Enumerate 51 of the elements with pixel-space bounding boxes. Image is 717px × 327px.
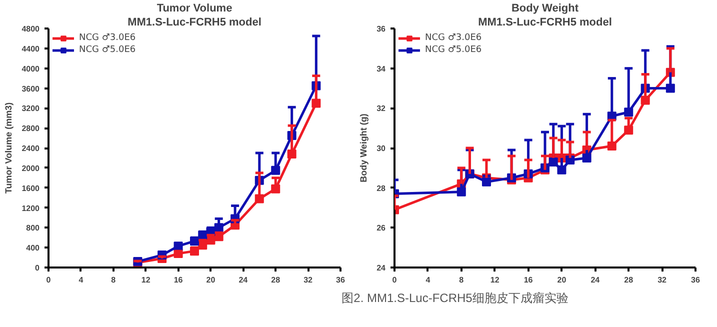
x-tick-label: 24: [590, 276, 600, 284]
x-tick-label: 20: [206, 276, 216, 284]
y-tick-label: 1600: [22, 184, 40, 193]
y-tick-label: 26: [376, 224, 386, 233]
chart-title: Body Weight: [511, 2, 579, 14]
x-tick-label: 24: [238, 276, 248, 284]
y-tick-label: 32: [376, 104, 386, 114]
x-tick-label: 0: [46, 276, 52, 284]
legend-label: NCG ♂5.0E6: [79, 44, 136, 56]
x-tick-label: 12: [490, 276, 500, 284]
chart-subtitle: MM1.S-Luc-FCRH5 model: [128, 16, 262, 28]
y-tick-label: 0: [35, 264, 40, 272]
y-tick-label: 800: [26, 224, 40, 233]
y-tick-label: 34: [376, 64, 386, 74]
x-tick-label: 0: [392, 276, 398, 284]
x-tick-label: 4: [426, 276, 431, 284]
legend-label: NCG ♂5.0E6: [425, 44, 482, 56]
y-tick-label: 1200: [22, 204, 40, 213]
x-tick-label: 8: [459, 276, 464, 284]
x-tick-label: 12: [141, 276, 151, 284]
chart-subtitle: MM1.S-Luc-FCRH5 model: [478, 16, 612, 28]
y-tick-label: 400: [26, 244, 40, 253]
y-tick-label: 3600: [22, 84, 40, 94]
x-tick-label: 36: [691, 276, 700, 284]
y-tick-label: 2800: [22, 124, 40, 134]
x-tick-label: 8: [111, 276, 116, 284]
y-tick-label: 2000: [22, 164, 40, 173]
y-tick-label: 30: [376, 144, 386, 153]
x-tick-label: 36: [336, 276, 346, 284]
y-axis-title: Tumor Volume (mm3): [4, 102, 14, 194]
legend-label: NCG ♂3.0E6: [79, 32, 136, 44]
x-tick-label: 4: [78, 276, 84, 284]
x-tick-label: 20: [557, 276, 567, 284]
y-tick-label: 36: [376, 24, 386, 34]
chart-title: Tumor Volume: [156, 2, 232, 14]
x-tick-label: 32: [658, 276, 668, 284]
x-tick-label: 32: [304, 276, 314, 284]
x-tick-label: 28: [271, 276, 281, 284]
y-tick-label: 4400: [22, 44, 40, 54]
x-tick-label: 16: [174, 276, 184, 284]
x-tick-label: 16: [524, 276, 534, 284]
y-tick-label: 3200: [22, 104, 40, 114]
y-axis-title: Body Weight (g): [358, 114, 369, 182]
legend-label: NCG ♂3.0E6: [425, 32, 482, 44]
y-tick-label: 4000: [22, 64, 40, 74]
y-tick-label: 4800: [22, 24, 40, 34]
caption: 图2. MM1.S-Luc-FCRH5细胞皮下成瘤实验: [342, 290, 568, 307]
x-tick-label: 28: [624, 276, 634, 284]
y-tick-label: 24: [376, 264, 386, 272]
y-tick-label: 28: [376, 184, 386, 193]
y-tick-label: 2400: [22, 144, 40, 153]
